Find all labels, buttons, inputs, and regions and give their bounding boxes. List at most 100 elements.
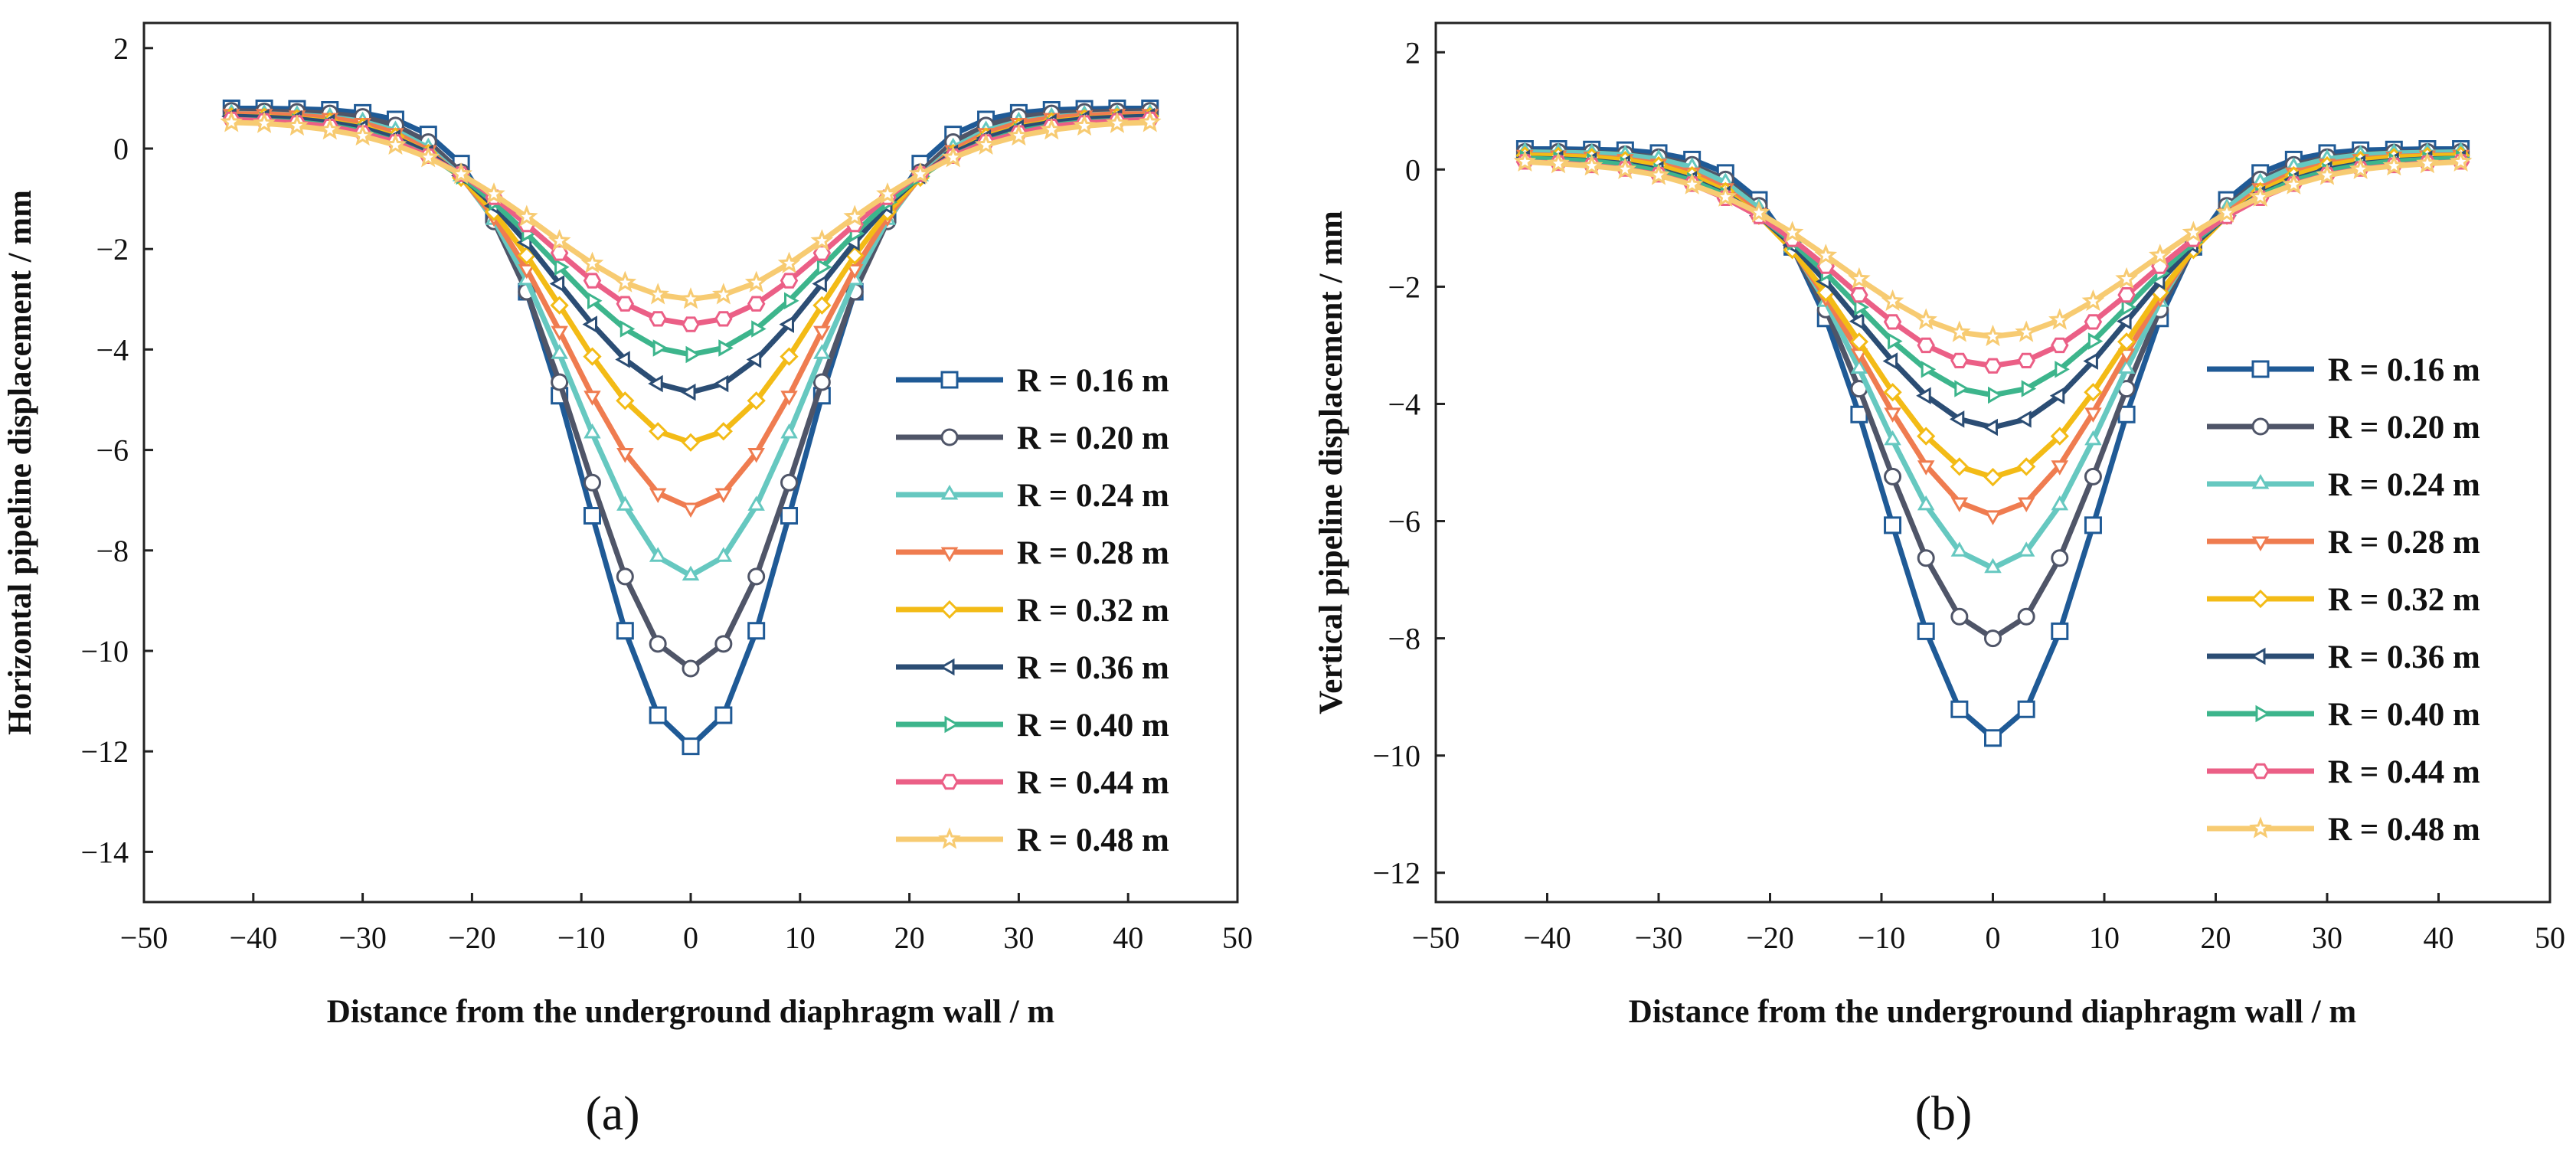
legend-item: R = 0.24 m [896,478,1169,514]
data-point [551,344,568,359]
data-point [1984,557,2002,574]
data-point [2017,541,2035,557]
data-point [2084,407,2102,423]
x-axis-title: Distance from the underground diaphragm … [1629,994,2357,1030]
data-point [1747,201,1770,223]
data-point [1921,361,1937,378]
data-point [582,315,597,333]
data-point [713,374,729,393]
data-point [1917,427,1936,446]
legend-marker [940,658,955,676]
data-point [780,507,799,525]
data-point [2115,266,2138,289]
y-tick-label: −6 [96,433,129,468]
legend-item: R = 0.48 m [896,822,1169,858]
data-point [1040,118,1064,140]
data-point [2121,298,2137,316]
data-point [649,706,667,724]
data-point [1950,457,1969,476]
data-point [616,495,634,511]
data-point [1981,324,2005,347]
data-point [515,204,538,227]
data-point [2051,337,2069,354]
legend-label: R = 0.20 m [2328,410,2480,446]
data-point [747,567,766,586]
data-point [1854,298,1869,316]
data-point [2182,221,2205,243]
data-point [714,311,733,327]
x-tick-label: 0 [683,920,698,955]
data-point [584,391,601,406]
legend-item: R = 0.32 m [2207,582,2480,618]
data-point [1849,332,1869,351]
data-point [1513,149,1537,172]
y-tick-label: −2 [1388,270,1420,304]
data-point [2117,358,2136,374]
data-point [747,622,766,640]
data-point [2015,320,2038,342]
data-point [845,263,864,280]
data-point [318,118,342,140]
y-tick-label: −8 [96,534,129,568]
data-point [2049,387,2065,404]
data-point [1884,467,1902,485]
legend-label: R = 0.32 m [2328,582,2480,618]
data-point [2316,163,2339,185]
data-point [1882,352,1898,370]
series-r-0-48-m [220,110,1162,309]
y-tick-label: −2 [96,232,129,266]
legend-item: R = 0.32 m [896,593,1169,629]
data-point [1950,700,1969,718]
data-point [482,182,505,204]
data-point [2117,332,2136,351]
data-point [747,296,766,312]
data-point [1983,358,2002,374]
legend-marker [944,715,959,734]
data-point [2449,149,2473,172]
data-point [2282,172,2306,195]
data-point [1848,266,1871,289]
legend-item: R = 0.16 m [896,363,1169,399]
legend-marker [2255,704,2270,723]
legend-marker [938,827,961,849]
legend-marker [940,371,959,389]
data-point [1680,172,1704,195]
legend-item: R = 0.40 m [896,708,1169,744]
legend-label: R = 0.24 m [2328,467,2480,503]
data-point [2050,427,2069,446]
legend-label: R = 0.44 m [1017,765,1169,801]
data-point [909,162,932,185]
data-point [843,204,866,227]
data-point [1917,337,1935,354]
data-point [587,292,603,309]
data-point [1613,157,1637,179]
data-point [2087,332,2104,350]
legend-marker [2251,763,2270,780]
x-tick-label: −30 [1635,920,1683,955]
data-point [974,132,998,155]
data-point [680,383,696,401]
legend-label: R = 0.48 m [1017,822,1169,858]
legend-item: R = 0.44 m [896,765,1169,801]
data-point [583,507,601,525]
data-point [1888,332,1903,350]
chart-panel-a: −50 −40 −30 −20 −10 0 10 20 30 40 5020−2−4−6−8−10−… [2,21,1253,1140]
data-point [813,344,831,359]
data-point [1984,510,2002,525]
data-point [1947,320,1971,342]
data-point [1884,407,1901,423]
data-point [613,270,637,293]
data-point [2084,467,2102,485]
data-point [616,567,634,586]
legend-item: R = 0.24 m [2207,467,2480,503]
data-point [1884,516,1902,535]
data-point [2084,430,2102,446]
legend-marker [2251,536,2270,551]
data-point [253,111,276,133]
data-point [649,422,668,441]
data-point [652,339,669,357]
data-point [550,296,569,315]
x-tick-label: 30 [2312,920,2342,955]
data-point [1647,163,1670,185]
